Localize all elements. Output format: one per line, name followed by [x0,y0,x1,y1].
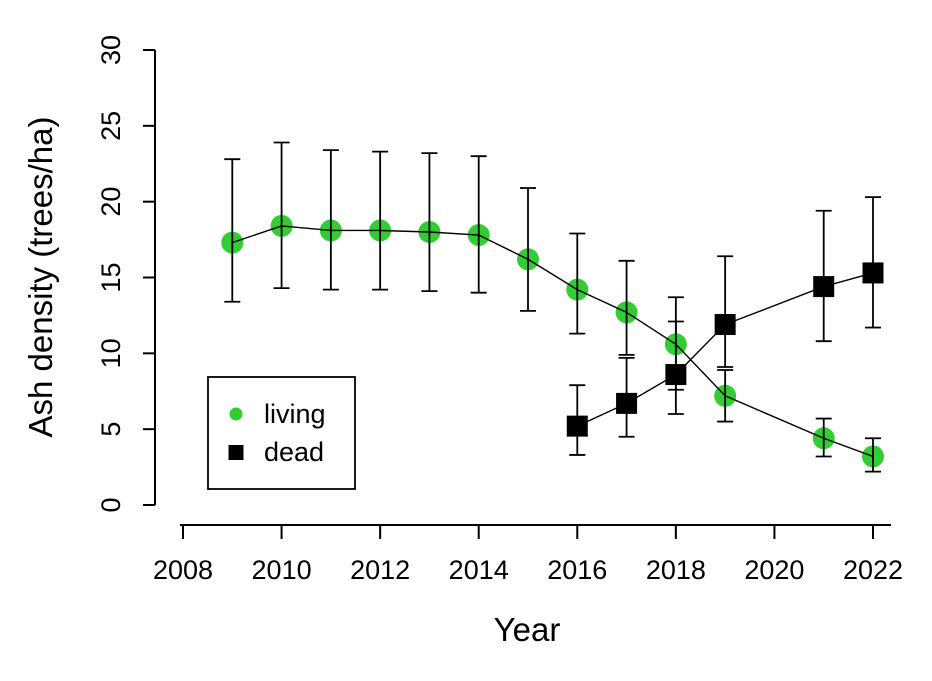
series-line-dead [576,272,874,427]
y-axis: 0 5 10 15 20 25 30 [96,35,156,513]
y-tick-label: 0 [96,497,126,512]
x-tick-label: 2014 [449,555,509,585]
legend-dead-square-icon [228,445,244,460]
x-axis-title: Year [494,611,561,648]
y-axis-title: Ash density (trees/ha) [22,117,59,438]
y-tick-label: 15 [96,262,126,292]
x-axis: 2008 2010 2012 2014 2016 2018 2020 2022 [153,524,903,585]
y-tick-label: 10 [96,338,126,368]
legend-label-dead: dead [264,437,324,467]
legend-living-circle-icon [229,407,243,421]
series-line-living [232,225,874,458]
legend-label-living: living [264,399,326,429]
series-error-bars [224,141,881,473]
y-tick-label: 20 [96,187,126,217]
y-tick-label: 30 [96,35,126,65]
x-tick-label: 2008 [153,555,213,585]
y-tick-label: 5 [96,422,126,437]
x-tick-label: 2020 [744,555,804,585]
x-tick-label: 2012 [350,555,410,585]
legend: living dead [207,376,356,490]
x-tick-label: 2016 [547,555,607,585]
legend-box [207,376,356,490]
y-tick-label: 25 [96,111,126,141]
series-lines [232,225,874,458]
x-tick-label: 2018 [646,555,706,585]
x-tick-label: 2010 [252,555,312,585]
series-markers [221,214,884,468]
x-tick-label: 2022 [843,555,903,585]
